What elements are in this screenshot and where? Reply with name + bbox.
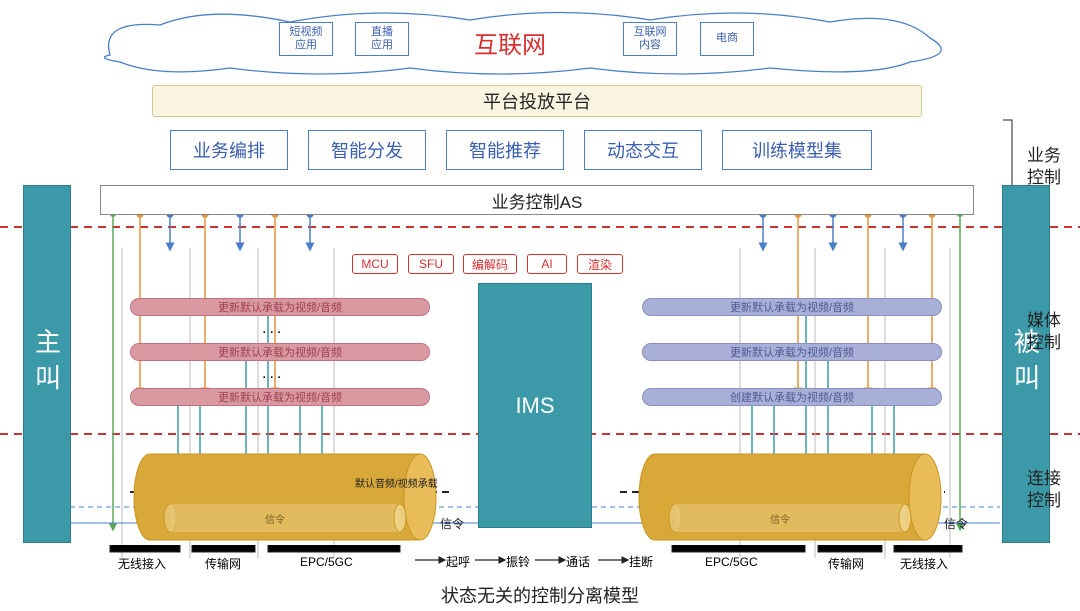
cloud-app-0: 短视频 应用 [279,22,333,56]
svc-4: 训练模型集 [722,130,872,170]
cylinder-left [134,454,436,540]
yellow-sub-l: 信令 [265,511,285,526]
cs-0: 起呼 [446,553,470,570]
cylinder-right [639,454,941,540]
yellow-left-label: 默认音频/视频承载 [355,475,438,490]
left-pillar: 主叫 [23,185,71,543]
mini-1: SFU [408,254,454,274]
cloud-app-2: 互联网 内容 [623,22,677,56]
signal-l: 信令 [440,515,464,532]
cs-2: 通话 [566,553,590,570]
svc-1: 智能分发 [308,130,426,170]
page-title: 状态无关的控制分离模型 [0,582,1080,608]
cloud-app-3: 电商 [700,22,754,56]
cloud-app-1: 直播 应用 [355,22,409,56]
bl-2: EPC/5GC [300,555,353,569]
dots-2: ... [262,365,284,383]
yellow-sub-r: 信令 [770,511,790,526]
br-0: EPC/5GC [705,555,758,569]
signal-r: 信令 [944,515,968,532]
bearer-r-1: 更新默认承载为视频/音频 [642,343,942,361]
mini-0: MCU [352,254,398,274]
svc-2: 智能推荐 [446,130,564,170]
bearer-l-2: 更新默认承载为视频/音频 [130,388,430,406]
mini-2: 编解码 [463,254,517,274]
bearer-l-0: 更新默认承载为视频/音频 [130,298,430,316]
bearer-r-0: 更新默认承载为视频/音频 [642,298,942,316]
svc-0: 业务编排 [170,130,288,170]
section-0: 业务 控制 [1024,145,1064,189]
cloud-title: 互联网 [445,25,575,60]
br-1: 传输网 [828,555,864,572]
mini-3: AI [527,254,567,274]
cs-3: 挂断 [629,553,653,570]
svc-3: 动态交互 [584,130,702,170]
dots-1: ... [262,320,284,338]
bl-1: 传输网 [205,555,241,572]
mini-4: 渲染 [577,254,623,274]
ims-block: IMS [478,283,592,528]
section-1: 媒体 控制 [1024,310,1064,354]
section-2: 连接 控制 [1024,468,1064,512]
platform-bar: 平台投放平台 [152,85,922,117]
cs-1: 振铃 [506,553,530,570]
as-bar: 业务控制AS [100,185,974,215]
bearer-l-1: 更新默认承载为视频/音频 [130,343,430,361]
br-2: 无线接入 [900,555,948,572]
bearer-r-2: 创建默认承载为视频/音频 [642,388,942,406]
bl-0: 无线接入 [118,555,166,572]
